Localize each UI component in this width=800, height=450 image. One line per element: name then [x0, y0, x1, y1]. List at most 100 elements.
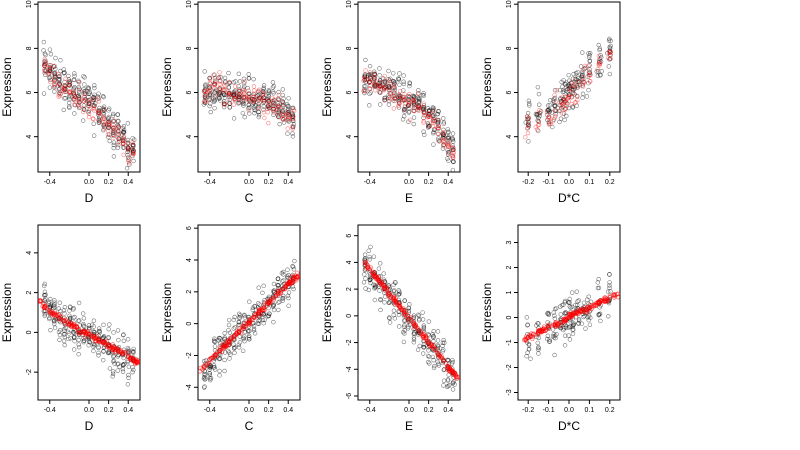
fitted-point — [71, 90, 76, 95]
fitted-point — [56, 71, 61, 77]
observed-point — [58, 58, 63, 63]
observed-point — [52, 89, 57, 94]
observed-point — [51, 303, 56, 308]
observed-point — [527, 103, 532, 108]
fitted-point — [421, 334, 427, 340]
observed-point — [222, 368, 227, 374]
observed-point — [545, 311, 550, 316]
fitted-point — [260, 305, 266, 311]
fitted-point — [569, 94, 574, 100]
fitted-point — [265, 98, 270, 103]
observed-point — [435, 338, 441, 343]
fitted-point — [246, 99, 252, 104]
fitted-point — [110, 132, 116, 138]
fitted-point — [130, 143, 136, 148]
observed-point — [581, 314, 586, 320]
observed-point — [101, 123, 106, 129]
fitted-point — [73, 93, 78, 99]
fitted-point — [47, 65, 53, 71]
observed-point — [411, 100, 416, 106]
observed-point — [580, 50, 585, 55]
fitted-point — [426, 111, 432, 116]
observed-point — [232, 314, 237, 320]
observed-point — [52, 298, 57, 303]
fitted-point — [247, 317, 252, 322]
fitted-point — [86, 103, 92, 108]
fitted-point — [560, 111, 565, 116]
observed-point — [559, 303, 565, 308]
fitted-point — [386, 294, 392, 299]
observed-point — [363, 84, 368, 89]
observed-point — [392, 93, 397, 98]
observed-point — [547, 337, 552, 342]
fitted-point — [48, 309, 53, 315]
fitted-point — [567, 86, 572, 92]
observed-point — [62, 327, 67, 332]
fitted-point — [260, 307, 265, 313]
fitted-point — [120, 141, 126, 146]
fitted-point — [52, 312, 57, 317]
observed-point — [124, 166, 130, 171]
observed-point — [89, 322, 95, 328]
observed-point — [436, 109, 441, 114]
observed-point — [393, 280, 398, 285]
fitted-point — [204, 361, 210, 367]
fitted-point — [120, 138, 126, 143]
fitted-point — [376, 83, 381, 88]
observed-point — [391, 71, 396, 76]
observed-point — [607, 285, 612, 291]
observed-point — [91, 133, 97, 138]
observed-point — [401, 339, 407, 345]
observed-point — [246, 336, 252, 342]
observed-point — [61, 308, 67, 313]
observed-point — [275, 101, 281, 106]
observed-point — [96, 344, 101, 349]
observed-point — [402, 298, 408, 303]
observed-point — [120, 366, 126, 372]
observed-point — [110, 111, 116, 117]
observed-point — [110, 374, 115, 379]
observed-point — [80, 118, 86, 123]
observed-point — [212, 339, 217, 344]
fitted-point — [554, 88, 560, 93]
plot-frame — [197, 224, 301, 401]
fitted-point — [74, 325, 80, 330]
observed-point — [125, 382, 131, 387]
observed-point — [91, 344, 96, 349]
fitted-point — [566, 95, 571, 100]
fitted-point — [280, 99, 285, 105]
x-axis-label: D*C — [558, 419, 580, 433]
observed-point — [565, 299, 571, 305]
fitted-point — [372, 74, 378, 80]
observed-point — [562, 300, 567, 305]
fitted-point — [376, 85, 381, 90]
fitted-point — [454, 376, 460, 382]
observed-point — [575, 74, 581, 79]
fitted-point — [222, 341, 227, 347]
observed-point — [397, 71, 402, 76]
observed-point — [232, 350, 237, 356]
observed-point — [421, 91, 426, 96]
observed-point — [367, 103, 372, 108]
fitted-point — [267, 300, 272, 306]
observed-point — [417, 343, 422, 349]
y-tick-label: 4 — [346, 260, 353, 264]
observed-point — [92, 329, 97, 335]
fitted-point — [416, 105, 421, 110]
observed-point — [435, 344, 441, 349]
observed-point — [233, 79, 238, 84]
observed-point — [387, 316, 392, 321]
fitted-point — [439, 353, 444, 359]
x-tick-label: 0.4 — [123, 407, 133, 414]
fitted-point — [112, 118, 117, 124]
fitted-point — [207, 77, 213, 82]
observed-point — [56, 329, 62, 335]
observed-point — [552, 313, 557, 318]
observed-point — [252, 110, 257, 116]
observed-point — [536, 91, 542, 97]
fitted-point — [96, 111, 102, 116]
observed-point — [271, 100, 276, 105]
fitted-point — [430, 344, 435, 350]
fitted-point — [421, 113, 427, 118]
fitted-point — [566, 314, 572, 320]
